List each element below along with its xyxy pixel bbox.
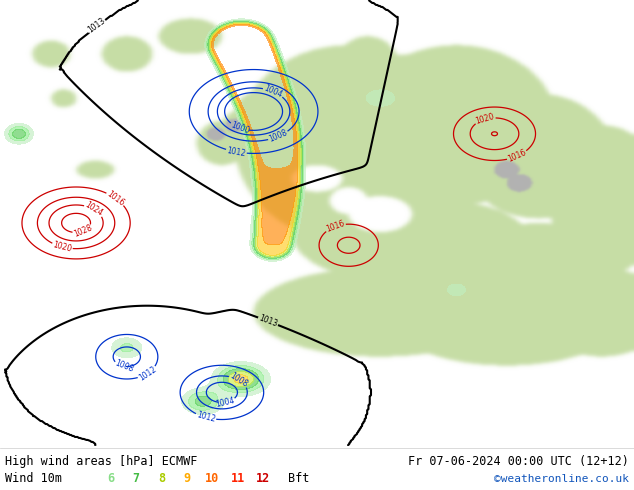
Text: High wind areas [hPa] ECMWF: High wind areas [hPa] ECMWF [5, 455, 197, 468]
Text: 6: 6 [107, 472, 115, 486]
Text: 11: 11 [231, 472, 245, 486]
Text: 1004: 1004 [262, 84, 284, 99]
Text: 1008: 1008 [268, 128, 289, 145]
Text: Fr 07-06-2024 00:00 UTC (12+12): Fr 07-06-2024 00:00 UTC (12+12) [408, 455, 629, 468]
Text: 1020: 1020 [475, 112, 496, 126]
Text: 8: 8 [158, 472, 165, 486]
Text: 1000: 1000 [230, 121, 251, 136]
Text: 1016: 1016 [507, 148, 527, 164]
Text: ©weatheronline.co.uk: ©weatheronline.co.uk [494, 474, 629, 484]
Text: Bft: Bft [288, 472, 310, 486]
Text: 12: 12 [256, 472, 270, 486]
Text: 1012: 1012 [226, 146, 247, 158]
Text: 1028: 1028 [72, 223, 93, 239]
Text: 1020: 1020 [52, 240, 73, 254]
Text: 1024: 1024 [84, 200, 105, 219]
Text: 9: 9 [183, 472, 191, 486]
Text: 1013: 1013 [257, 314, 279, 329]
Text: Wind 10m: Wind 10m [5, 472, 62, 486]
Text: 1013: 1013 [86, 17, 107, 35]
Text: 1012: 1012 [137, 365, 158, 382]
Text: 1008: 1008 [228, 371, 249, 389]
Text: 10: 10 [205, 472, 219, 486]
Text: 1016: 1016 [325, 219, 346, 234]
Text: 1008: 1008 [114, 359, 135, 374]
Text: 7: 7 [133, 472, 140, 486]
Text: 1016: 1016 [105, 189, 126, 208]
Text: 1004: 1004 [214, 396, 235, 409]
Text: 1012: 1012 [195, 411, 216, 424]
